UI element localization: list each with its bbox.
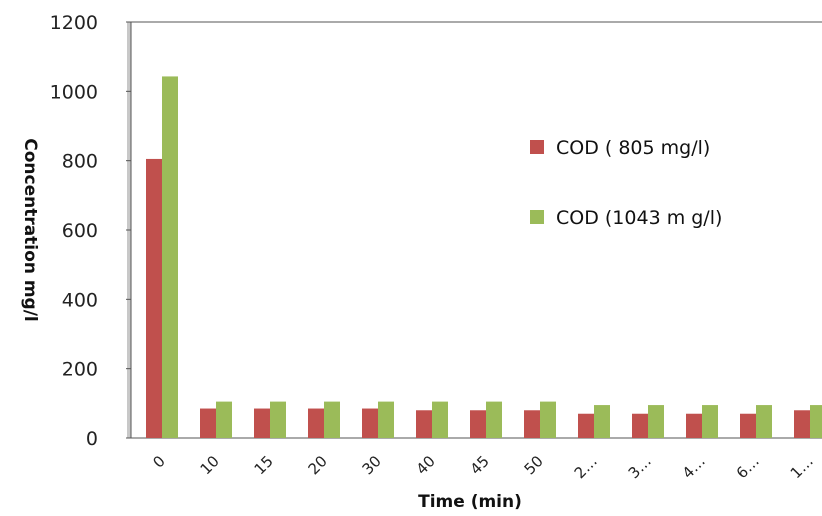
bar-cod-1043	[540, 401, 556, 438]
bar-cod-805	[146, 158, 162, 438]
x-tick-label: 1…	[787, 452, 817, 482]
bar-cod-805	[416, 410, 432, 438]
x-tick-label: 50	[521, 452, 547, 478]
bar-cod-805	[200, 408, 216, 438]
bar-cod-805	[470, 410, 486, 438]
bar-cod-1043	[648, 405, 664, 438]
x-tick-label: 20	[305, 452, 331, 478]
x-tick-label: 45	[467, 452, 493, 478]
bar-cod-805	[362, 408, 378, 438]
bar-cod-805	[578, 413, 594, 438]
bar-cod-805	[632, 413, 648, 438]
y-tick-label: 200	[62, 359, 98, 381]
legend-label: COD ( 805 mg/l)	[556, 137, 710, 159]
x-tick-label: 15	[251, 452, 277, 478]
bar-cod-1043	[810, 405, 822, 438]
x-axis-label: Time (min)	[418, 492, 522, 512]
y-tick-label: 1000	[50, 81, 98, 103]
bar-cod-805	[740, 413, 756, 438]
x-tick-label: 6…	[733, 452, 763, 482]
x-tick-label: 3…	[625, 452, 655, 482]
x-tick-label: 30	[359, 452, 385, 478]
bar-cod-805	[794, 410, 810, 438]
bar-cod-1043	[162, 76, 178, 438]
bar-cod-1043	[324, 401, 340, 438]
y-tick-label: 600	[62, 220, 98, 242]
bar-cod-805	[524, 410, 540, 438]
bar-cod-1043	[378, 401, 394, 438]
bar-cod-805	[254, 408, 270, 438]
bar-cod-1043	[756, 405, 772, 438]
y-tick-label: 1200	[50, 12, 98, 34]
legend: COD ( 805 mg/l) COD (1043 m g/l)	[530, 137, 722, 229]
legend-label: COD (1043 m g/l)	[556, 207, 722, 229]
y-tick-label: 0	[86, 428, 98, 450]
y-tick-label: 400	[62, 289, 98, 311]
legend-swatch	[530, 210, 544, 224]
bar-cod-1043	[486, 401, 502, 438]
y-axis-label: Concentration mg/l	[20, 138, 40, 322]
bar-cod-805	[686, 413, 702, 438]
bar-cod-1043	[432, 401, 448, 438]
x-tick-label: 40	[413, 452, 439, 478]
x-tick-label: 0	[149, 452, 168, 471]
legend-swatch	[530, 140, 544, 154]
bar-cod-1043	[216, 401, 232, 438]
x-tick-label: 4…	[679, 452, 709, 482]
x-tick-label: 10	[197, 452, 223, 478]
y-tick-label: 800	[62, 151, 98, 173]
bar-cod-1043	[594, 405, 610, 438]
bar-cod-1043	[702, 405, 718, 438]
x-tick-label: 2…	[571, 452, 601, 482]
bar-cod-1043	[270, 401, 286, 438]
bar-cod-805	[308, 408, 324, 438]
